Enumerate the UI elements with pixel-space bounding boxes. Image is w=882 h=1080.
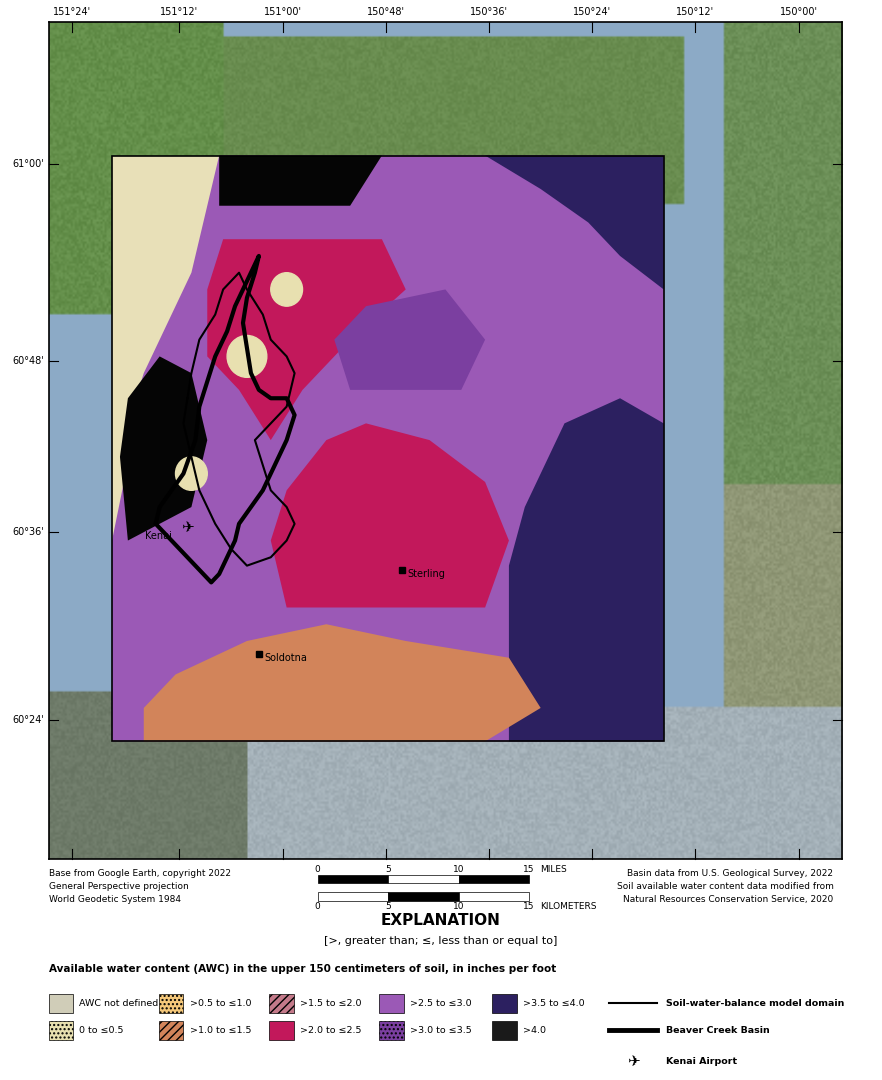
Text: 60°36': 60°36' <box>13 527 44 537</box>
Text: 5: 5 <box>385 902 391 910</box>
Text: ✈: ✈ <box>181 521 194 536</box>
Polygon shape <box>207 156 664 607</box>
Text: Soldotna: Soldotna <box>265 652 307 663</box>
Text: >3.5 to ≤4.0: >3.5 to ≤4.0 <box>523 999 585 1008</box>
Text: 15: 15 <box>523 865 535 874</box>
Text: ✈: ✈ <box>627 1054 639 1069</box>
Text: >2.5 to ≤3.0: >2.5 to ≤3.0 <box>410 999 472 1008</box>
Text: AWC not defined: AWC not defined <box>79 999 159 1008</box>
Text: 0: 0 <box>315 865 320 874</box>
Text: 10: 10 <box>452 902 465 910</box>
Circle shape <box>271 272 303 307</box>
Text: KILOMETERS: KILOMETERS <box>540 902 596 910</box>
Polygon shape <box>112 156 664 741</box>
Text: Soil-water-balance model domain: Soil-water-balance model domain <box>666 999 844 1008</box>
Text: >1.0 to ≤1.5: >1.0 to ≤1.5 <box>190 1026 251 1035</box>
Text: >4.0: >4.0 <box>523 1026 546 1035</box>
Text: Base from Google Earth, copyright 2022: Base from Google Earth, copyright 2022 <box>49 869 230 878</box>
Text: Sterling: Sterling <box>407 569 445 579</box>
Text: 150°24': 150°24' <box>573 8 611 17</box>
Text: 151°24': 151°24' <box>53 8 92 17</box>
Text: 60°24': 60°24' <box>12 715 44 726</box>
Text: 150°00': 150°00' <box>780 8 818 17</box>
Polygon shape <box>219 156 382 205</box>
Polygon shape <box>334 289 485 390</box>
Text: EXPLANATION: EXPLANATION <box>381 913 501 928</box>
Text: Basin data from U.S. Geological Survey, 2022: Basin data from U.S. Geological Survey, … <box>627 869 833 878</box>
Text: 15: 15 <box>523 902 535 910</box>
Polygon shape <box>207 239 406 440</box>
Text: MILES: MILES <box>540 865 566 874</box>
Text: 5: 5 <box>385 865 391 874</box>
Text: 10: 10 <box>452 865 465 874</box>
Text: 0 to ≤0.5: 0 to ≤0.5 <box>79 1026 123 1035</box>
Text: General Perspective projection: General Perspective projection <box>49 882 188 891</box>
Text: >1.5 to ≤2.0: >1.5 to ≤2.0 <box>300 999 362 1008</box>
Text: >3.0 to ≤3.5: >3.0 to ≤3.5 <box>410 1026 472 1035</box>
Text: 151°12': 151°12' <box>161 8 198 17</box>
Text: 0: 0 <box>315 902 320 910</box>
Text: 151°00': 151°00' <box>264 8 302 17</box>
Polygon shape <box>144 624 541 741</box>
Text: Kenai: Kenai <box>145 531 171 541</box>
Text: >2.0 to ≤2.5: >2.0 to ≤2.5 <box>300 1026 362 1035</box>
Text: Soil available water content data modified from: Soil available water content data modifi… <box>617 882 833 891</box>
Text: 150°48': 150°48' <box>367 8 405 17</box>
Text: Natural Resources Conservation Service, 2020: Natural Resources Conservation Service, … <box>624 895 833 904</box>
Polygon shape <box>112 156 664 741</box>
Text: 150°36': 150°36' <box>470 8 508 17</box>
Bar <box>112 156 664 741</box>
Text: [>, greater than; ≤, less than or equal to]: [>, greater than; ≤, less than or equal … <box>325 936 557 946</box>
Circle shape <box>228 336 266 377</box>
Text: >0.5 to ≤1.0: >0.5 to ≤1.0 <box>190 999 251 1008</box>
Text: 61°00': 61°00' <box>13 159 44 168</box>
Text: 150°12': 150°12' <box>676 8 714 17</box>
Text: 60°48': 60°48' <box>13 355 44 366</box>
Text: World Geodetic System 1984: World Geodetic System 1984 <box>49 895 181 904</box>
Text: Kenai Airport: Kenai Airport <box>666 1057 737 1066</box>
Text: Available water content (AWC) in the upper 150 centimeters of soil, in inches pe: Available water content (AWC) in the upp… <box>49 964 556 974</box>
Polygon shape <box>120 356 207 540</box>
Text: Beaver Creek Basin: Beaver Creek Basin <box>666 1026 770 1035</box>
Polygon shape <box>271 423 509 607</box>
Polygon shape <box>485 156 664 289</box>
Polygon shape <box>509 399 664 741</box>
Circle shape <box>176 457 207 490</box>
